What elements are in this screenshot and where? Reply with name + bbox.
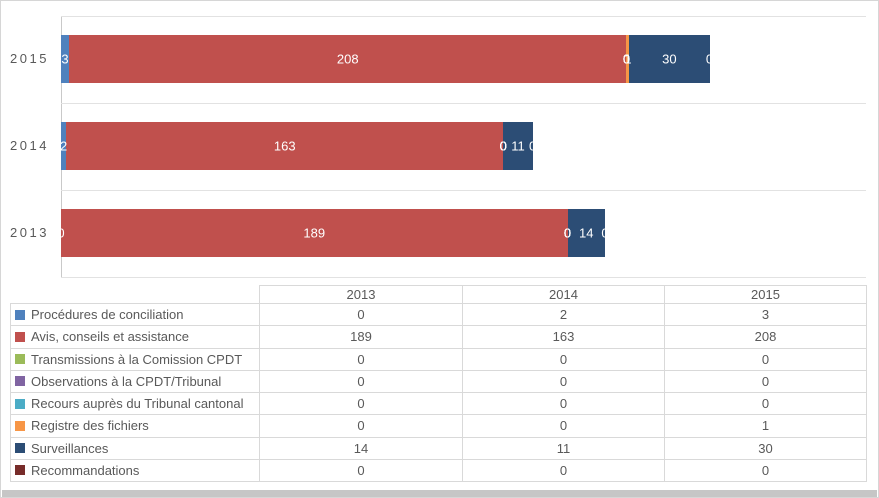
legend-key-icon (15, 309, 25, 320)
table-value-cell: 2 (463, 304, 665, 327)
table-row-label: Surveillances (10, 437, 260, 460)
legend-key-icon (15, 420, 25, 431)
bar-segment-avis-conseils-et-assistance[interactable] (66, 122, 504, 170)
table-row-label: Recours auprès du Tribunal cantonal (10, 393, 260, 416)
table-value-cell: 0 (463, 459, 665, 482)
bar-segment-surveillances[interactable] (503, 122, 533, 170)
table-value-cell: 189 (260, 326, 463, 349)
table-value-cell: 30 (665, 437, 867, 460)
bar-data-label: 0 (705, 51, 714, 67)
table-value-cell: 1 (665, 415, 867, 438)
bar-data-label: 0 (622, 51, 631, 67)
table-value-cell: 163 (463, 326, 665, 349)
table-value-cell: 0 (260, 415, 463, 438)
series-name-label: Procédures de conciliation (31, 307, 184, 323)
bar-data-label: 0 (622, 51, 631, 67)
table-row-label: Procédures de conciliation (10, 304, 260, 327)
gridline (61, 190, 866, 191)
axis-category-label: 2015 (10, 51, 49, 66)
bar-data-label: 0 (622, 51, 631, 67)
table-value-cell: 0 (260, 459, 463, 482)
bar-segment-registre-des-fichiers[interactable] (626, 35, 630, 83)
series-name-label: Avis, conseils et assistance (31, 329, 189, 345)
bar-data-label: 11 (511, 138, 525, 154)
bar-data-label: 0 (499, 138, 507, 154)
gridline (61, 103, 866, 104)
bar-data-label: 0 (499, 138, 507, 154)
table-value-cell: 0 (665, 393, 867, 416)
table-value-cell: 0 (260, 348, 463, 371)
table-value-cell: 0 (260, 393, 463, 416)
bar-data-label: 0 (563, 225, 572, 241)
table-row-label: Recommandations (10, 459, 260, 482)
data-table: 2013 2014 2015 Procédures de conciliation 0 2… (10, 285, 867, 482)
bar-segment-proc-dures-de-conciliation[interactable] (61, 122, 67, 170)
series-name-label: Transmissions à la Comission CPDT (31, 351, 243, 367)
bar-segment-avis-conseils-et-assistance[interactable] (69, 35, 627, 83)
bar-data-label: 0 (563, 225, 572, 241)
bar-data-label: 0 (601, 225, 609, 241)
bar-data-label: 0 (499, 138, 507, 154)
series-name-label: Observations à la CPDT/Tribunal (31, 373, 222, 389)
legend-key-icon (15, 376, 25, 387)
table-corner-cell (10, 285, 260, 304)
bar-segment-proc-dures-de-conciliation[interactable] (61, 35, 70, 83)
table-row-label: Avis, conseils et assistance (10, 326, 260, 349)
series-name-label: Recommandations (31, 462, 140, 478)
table-value-cell: 0 (463, 348, 665, 371)
table-row-label: Observations à la CPDT/Tribunal (10, 370, 260, 393)
legend-key-icon (15, 398, 25, 409)
bar-segment-surveillances[interactable] (629, 35, 710, 83)
legend-key-icon (15, 465, 25, 476)
bottom-gray-strip (2, 490, 877, 497)
table-value-cell: 0 (665, 348, 867, 371)
bar-data-label: 1 (624, 51, 632, 67)
stacked-bar-chart-plot: 2015 3 208 0 0 0 1 30 0 2014 2 163 0 0 0 0 11 0 2013 0 189 0 0… (1, 1, 878, 285)
bar-data-label: 189 (303, 225, 326, 241)
bar-data-label: 0 (563, 225, 572, 241)
axis-category-label: 2014 (10, 138, 49, 153)
axis-category-label: 2013 (10, 225, 49, 240)
table-value-cell: 0 (463, 393, 665, 416)
table-row-label: Transmissions à la Comission CPDT (10, 348, 260, 371)
gridline (61, 16, 866, 17)
gridline (61, 277, 866, 278)
series-name-label: Registre des fichiers (31, 418, 149, 434)
bar-data-label: 163 (273, 138, 296, 154)
table-header-year: 2013 (260, 285, 463, 304)
bar-data-label: 30 (662, 51, 677, 67)
table-header-year: 2014 (463, 285, 665, 304)
bar-data-label: 0 (529, 138, 537, 154)
bar-data-label: 2 (60, 138, 68, 154)
table-value-cell: 3 (665, 304, 867, 327)
legend-key-icon (15, 443, 25, 454)
legend-key-icon (15, 331, 25, 342)
series-name-label: Surveillances (31, 440, 109, 456)
bar-data-label: 0 (57, 225, 65, 241)
bar-data-label: 0 (499, 138, 507, 154)
table-value-cell: 0 (463, 370, 665, 393)
bar-segment-avis-conseils-et-assistance[interactable] (61, 209, 568, 257)
bar-data-label: 3 (61, 51, 69, 67)
table-value-cell: 14 (260, 437, 463, 460)
table-value-cell: 0 (463, 415, 665, 438)
bar-data-label: 208 (336, 51, 359, 67)
table-value-cell: 0 (665, 459, 867, 482)
bar-data-label: 0 (563, 225, 572, 241)
table-value-cell: 0 (665, 370, 867, 393)
bar-data-label: 14 (579, 225, 594, 241)
table-value-cell: 11 (463, 437, 665, 460)
table-value-cell: 0 (260, 370, 463, 393)
table-value-cell: 0 (260, 304, 463, 327)
bar-segment-surveillances[interactable] (567, 209, 606, 257)
table-row-label: Registre des fichiers (10, 415, 260, 438)
table-header-year: 2015 (665, 285, 867, 304)
legend-key-icon (15, 354, 25, 365)
table-value-cell: 208 (665, 326, 867, 349)
series-name-label: Recours auprès du Tribunal cantonal (31, 396, 244, 412)
